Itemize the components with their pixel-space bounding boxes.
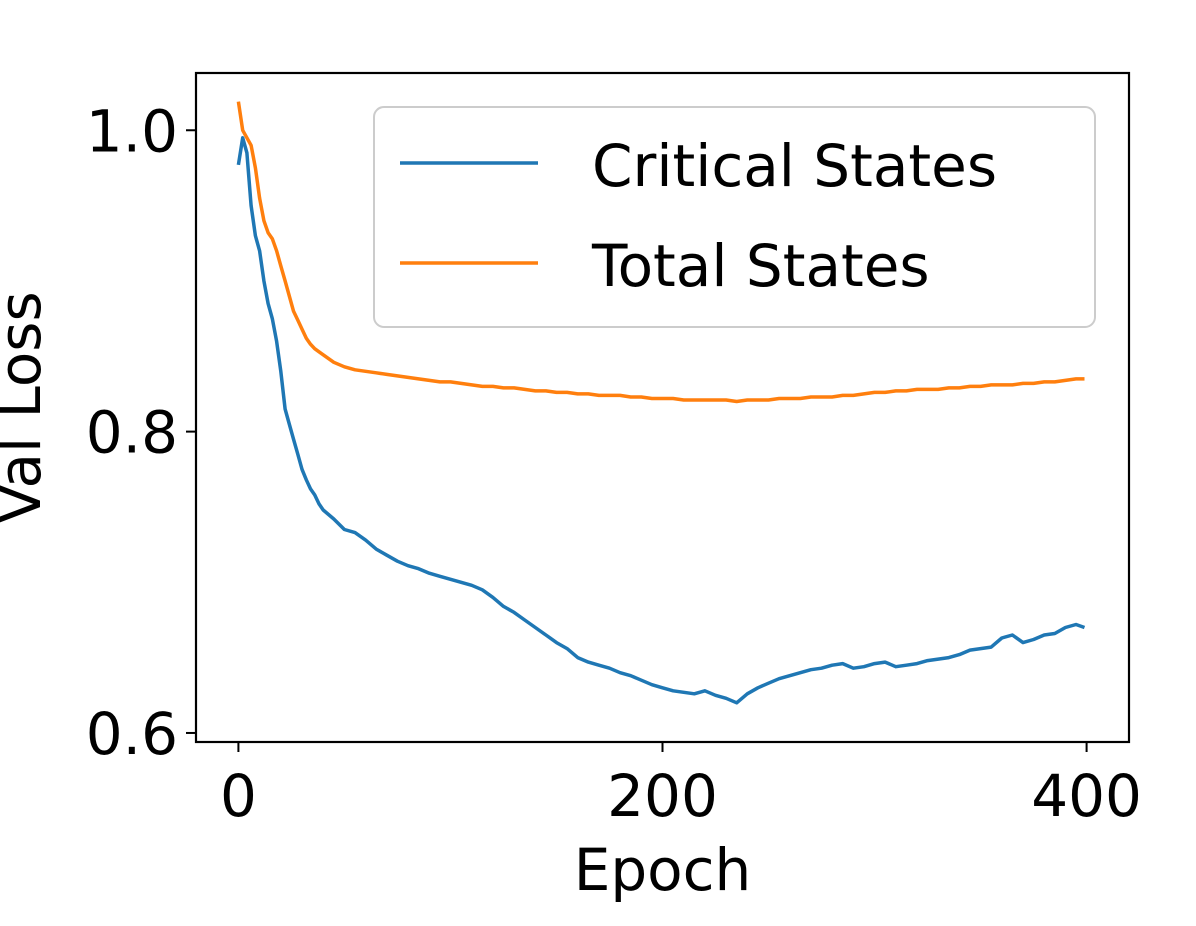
series-line-total-states [236,101,1085,404]
x-tick-label: 200 [607,762,718,830]
y-tick-label: 0.6 [86,700,178,768]
series-layer [236,101,1086,705]
series-line-critical-states [236,136,1086,705]
y-axis-label: Val Loss [0,291,54,523]
x-tick-label: 400 [1031,762,1142,830]
y-tick-label: 1.0 [86,97,178,165]
y-tick-label: 0.8 [86,399,178,467]
legend-box [373,106,1096,328]
legend: Critical States Total States [373,106,1096,328]
x-axis-label: Epoch [574,836,752,904]
legend-label-critical-states: Critical States [592,132,997,200]
legend-label-total-states: Total States [591,232,930,300]
x-tick-label: 0 [220,762,257,830]
ticks-layer: 0 200 400 0.6 0.8 1.0 [86,97,1142,830]
